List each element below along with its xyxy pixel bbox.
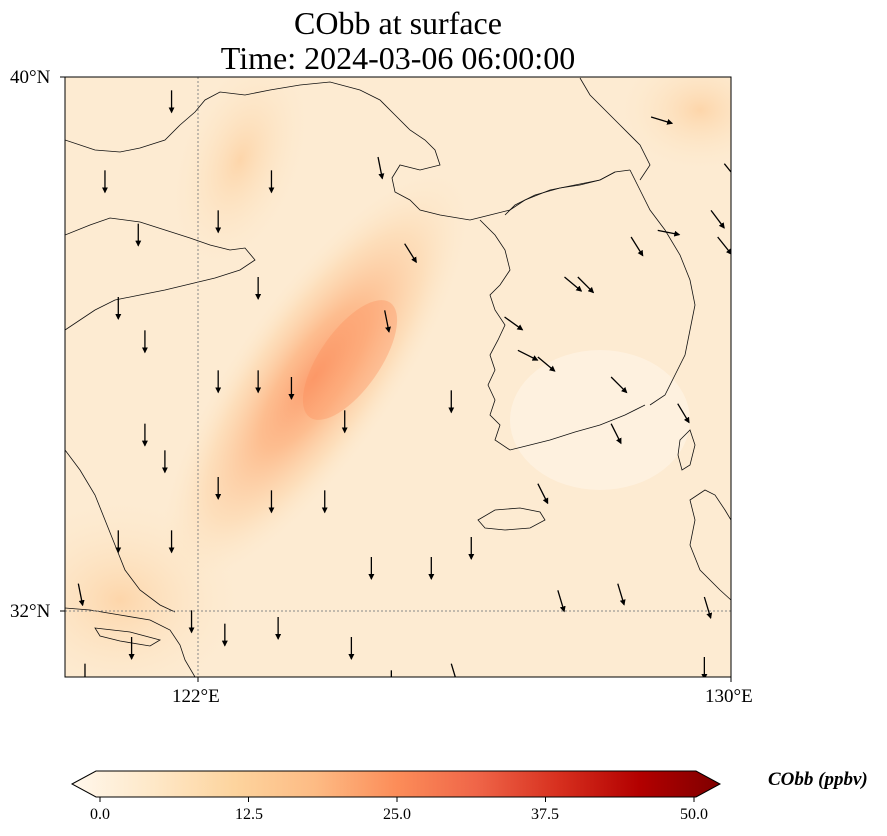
- map-frame: [64, 76, 732, 678]
- wind-vector: [610, 376, 628, 394]
- wind-vector: [651, 704, 655, 726]
- colorbar-tick-label: 50.0: [680, 806, 708, 823]
- colorbar-tick-label: 25.0: [383, 806, 411, 823]
- wind-vector: [384, 310, 391, 333]
- wind-vector: [723, 163, 731, 174]
- concentration-patch-northeast: [620, 77, 731, 170]
- colorbar-ticks: [99, 797, 695, 802]
- lat-label-40: 40°N: [10, 67, 51, 88]
- wind-vector: [657, 229, 681, 237]
- coast-shandong: [65, 217, 256, 331]
- coast-jiangsu: [65, 449, 176, 613]
- wind-vector: [517, 349, 539, 361]
- wind-vector: [630, 236, 644, 257]
- colorbar-tick-label: 0.0: [90, 806, 110, 823]
- wind-vector: [537, 483, 549, 505]
- wind-vector: [537, 356, 556, 372]
- wind-vector: [703, 596, 713, 620]
- lon-label-122: 122°E: [172, 686, 220, 707]
- coast-north-korea-northeast: [579, 77, 651, 181]
- wind-vector: [577, 276, 595, 294]
- lon-label-130: 130°E: [705, 686, 753, 707]
- wind-vector: [677, 403, 690, 424]
- wind-vectors: [77, 90, 731, 739]
- coast-kyushu: [689, 489, 731, 601]
- coast-chongming-island: [94, 627, 162, 647]
- wind-vector: [564, 276, 583, 292]
- concentration-patch-north: [172, 77, 308, 266]
- colorbar-tick-label: 12.5: [235, 806, 263, 823]
- wind-vector: [404, 243, 417, 264]
- colorbar-label: CObb (ppbv): [768, 769, 868, 790]
- wind-vector: [450, 663, 456, 677]
- coast-tsushima-island: [677, 429, 696, 471]
- wind-vector: [77, 583, 85, 607]
- map-area: [65, 77, 731, 739]
- wind-vector: [557, 590, 566, 613]
- concentration-plume-core: [302, 300, 398, 420]
- concentration-plume: [160, 172, 469, 582]
- concentration-low-korea: [510, 350, 690, 490]
- wind-vector: [377, 156, 385, 180]
- wind-vector: [598, 684, 604, 705]
- wind-vector: [505, 717, 509, 739]
- wind-vector: [617, 583, 626, 606]
- coast-korea-east: [629, 169, 696, 406]
- lat-label-32: 32°N: [10, 601, 51, 622]
- coast-jeju-island: [477, 507, 546, 531]
- coast-liaodong-bohai: [65, 81, 631, 221]
- wind-vector: [710, 209, 725, 229]
- chart-title: CObb at surface: [294, 5, 502, 41]
- colorbar: [70, 770, 722, 798]
- coast-border-yalu: [504, 171, 616, 216]
- wind-vector: [504, 316, 524, 331]
- wind-vector: [610, 423, 622, 445]
- colorbar-tick-label: 37.5: [531, 806, 559, 823]
- wind-vector: [717, 236, 731, 255]
- coast-korea-west: [479, 219, 646, 451]
- wind-vector: [650, 116, 674, 125]
- chart-subtitle-time: Time: 2024-03-06 06:00:00: [220, 40, 576, 76]
- wind-vector: [571, 704, 577, 725]
